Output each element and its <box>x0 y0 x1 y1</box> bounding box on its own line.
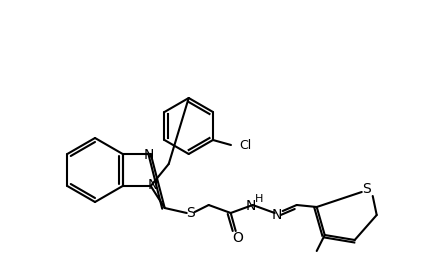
Text: Cl: Cl <box>239 138 251 152</box>
Text: N: N <box>246 199 256 213</box>
Text: N: N <box>148 178 158 192</box>
Text: O: O <box>232 231 243 245</box>
Text: N: N <box>272 208 282 222</box>
Text: S: S <box>186 206 195 220</box>
Text: H: H <box>255 194 263 204</box>
Text: N: N <box>144 148 154 162</box>
Text: S: S <box>362 182 371 196</box>
